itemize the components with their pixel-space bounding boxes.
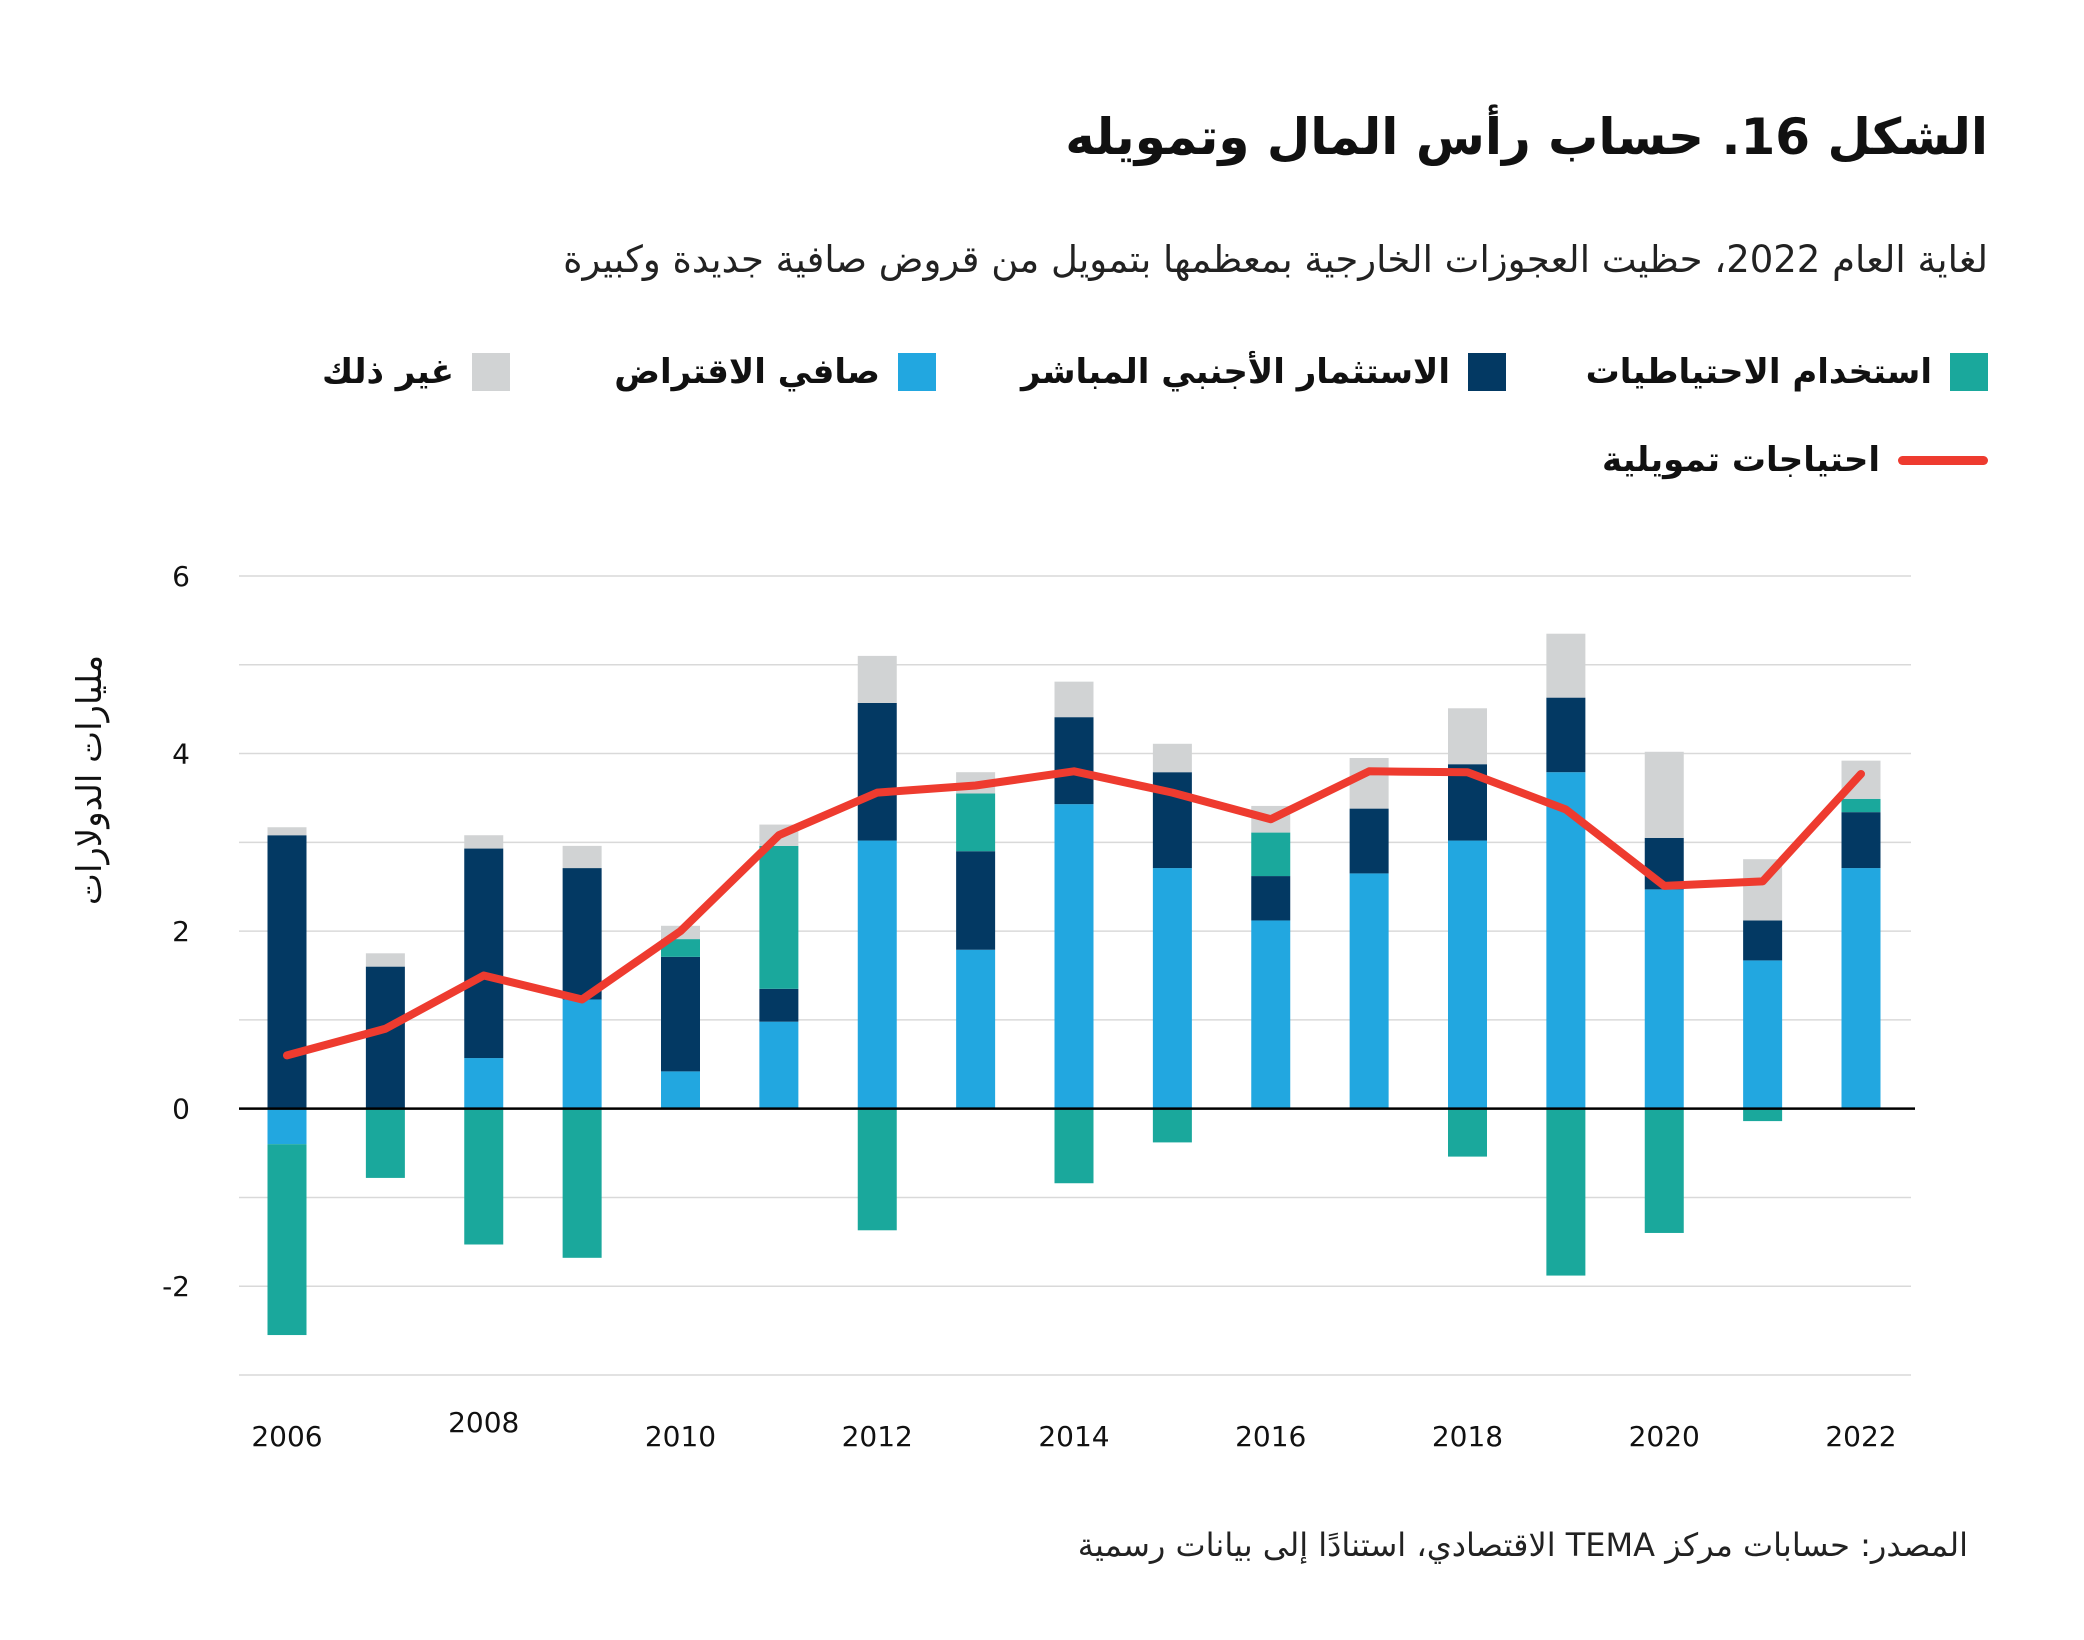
legend-swatch-reserves [1950,353,1988,391]
bar-segment [661,956,700,1072]
bar-segment [1841,812,1881,869]
bar-segment [661,939,700,957]
x-tick-label: 2022 [1825,1420,1896,1453]
bar-segment [365,966,405,1109]
bar-segment [1743,1108,1783,1122]
y-tick-label: -2 [162,1270,190,1303]
bar-segment [1251,832,1291,877]
bar-segment [1448,708,1487,765]
bar-segment [956,949,996,1109]
bar-segment [956,793,996,852]
legend-label: الاستثمار الأجنبي المباشر [1020,352,1450,392]
bar-segment [1054,681,1094,718]
x-tick-label: 2014 [1038,1420,1109,1453]
bar-segment [857,840,897,1109]
bar-segment [464,835,504,849]
bar-segment [562,999,602,1109]
chart-subtitle: لغاية العام 2022، حظيت العجوزات الخارجية… [563,238,1988,281]
bar-segment [1546,633,1586,698]
bar-segment [1152,1108,1192,1143]
bar-segment [1644,889,1684,1109]
bar-segment [1054,1108,1094,1184]
x-tick-label: 2020 [1629,1420,1700,1453]
bar-segment [1152,743,1192,773]
legend-label: احتياجات تمويلية [1602,440,1880,480]
bar-segment [956,851,996,950]
bar-segment [464,848,504,1059]
y-tick-label: 6 [172,560,190,593]
bar-segment [1546,772,1586,1109]
legend-swatch-borrowing [898,353,936,391]
bar-segment [857,1108,897,1231]
bar-segment [562,868,602,1000]
source-note: المصدر: حسابات مركز TEMA الاقتصادي، استن… [1077,1526,1968,1564]
x-tick-label: 2016 [1235,1420,1306,1453]
bar-segment [1251,920,1291,1109]
bar-segment [1448,1108,1487,1157]
bar-segment [1841,868,1881,1109]
bar-segment [464,1058,504,1109]
y-tick-label: 4 [172,738,190,771]
bar-segment [1349,873,1389,1109]
bar-segment [1644,1108,1684,1233]
legend-label: غير ذلك [322,352,454,392]
bar-segment [1349,757,1389,809]
legend-swatch-line [1898,455,1988,465]
legend-swatch-other [472,353,510,391]
bar-segment [759,1021,799,1109]
x-tick-label: 2006 [251,1420,322,1453]
y-tick-label: 2 [172,915,190,948]
x-tick-label: 2010 [645,1420,716,1453]
chart-title: الشكل 16. حساب رأس المال وتمويله [1065,108,1988,166]
bar-segment [1546,1108,1586,1276]
bar-segment [1251,876,1291,921]
x-tick-label: 2012 [842,1420,913,1453]
bar-segment [1448,840,1487,1109]
bar-segment [562,845,602,869]
bar-segment [267,835,307,1109]
x-tick-label: 2018 [1432,1420,1503,1453]
legend-label: استخدام الاحتياطيات [1585,352,1932,392]
bar-segment [365,1108,405,1178]
legend-item-reserves: استخدام الاحتياطيات [1586,352,1988,392]
bar-segment [1841,798,1881,813]
bar-segment [759,988,799,1022]
bar-segment [1349,808,1389,874]
bar-segment [759,845,799,989]
x-tick-label: 2008 [448,1406,519,1439]
bar-segment [267,827,307,836]
bar-segment [1743,960,1783,1109]
bar-segment [1152,868,1192,1109]
bar-segment [1054,804,1094,1109]
bar-segment [562,1108,602,1258]
bar-segment [1644,751,1684,838]
bar-segment [661,1071,700,1109]
bar-segment [1546,697,1586,773]
legend-label: صافي الاقتراض [614,352,880,392]
financing-needs-line [283,767,1865,1060]
legend-swatch-fdi [1468,353,1506,391]
bar-segment [857,655,897,703]
bar-segment [267,1144,307,1336]
y-tick-label: 0 [172,1093,190,1126]
bar-segment [267,1108,307,1145]
legend-item-borrowing: صافي الاقتراض [614,352,936,392]
bar-segment [1743,920,1783,961]
bar-segment [365,953,405,967]
legend-item-other: غير ذلك [322,352,510,392]
bar-segment [857,702,897,841]
bar-segment [464,1108,504,1245]
legend-item-financing-needs: احتياجات تمويلية [1602,440,1988,480]
legend-item-fdi: الاستثمار الأجنبي المباشر [1021,352,1506,392]
bar-segment [1054,717,1094,805]
